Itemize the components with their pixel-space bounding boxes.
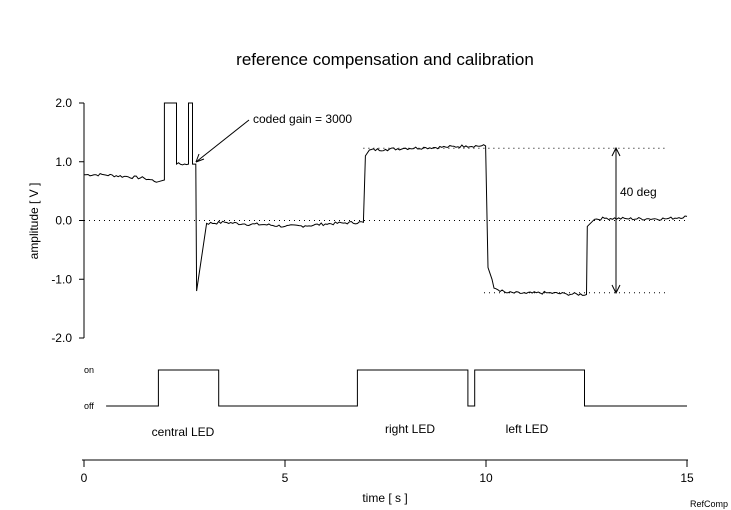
- led-on-label: on: [84, 365, 94, 375]
- led-trace: [106, 369, 687, 407]
- x-ticks: 0 5 10 15: [81, 460, 694, 485]
- x-tick-label: 10: [479, 471, 493, 485]
- chart-title: reference compensation and calibration: [236, 50, 534, 69]
- coded-gain-arrow: [195, 119, 250, 163]
- corner-label: RefComp: [690, 499, 728, 509]
- y-tick-label: 0.0: [55, 214, 72, 228]
- reference-lines: [84, 147, 687, 294]
- deg-arrowhead-bottom: [611, 284, 621, 295]
- coded-gain-annotation: coded gain = 3000: [253, 112, 352, 126]
- deg-arrowhead-top: [611, 146, 621, 157]
- y-tick-label: -2.0: [51, 331, 72, 345]
- amplitude-trace: [84, 102, 688, 296]
- coded-gain-arrowhead: [195, 153, 205, 163]
- led-off-label: off: [84, 401, 94, 411]
- right-led-label: right LED: [385, 422, 435, 436]
- y-tick-label: 1.0: [55, 155, 72, 169]
- left-led-label: left LED: [506, 422, 549, 436]
- traces: [84, 102, 688, 407]
- deg-annotation: 40 deg: [620, 185, 657, 199]
- x-tick-label: 5: [282, 471, 289, 485]
- x-tick-label: 0: [81, 471, 88, 485]
- y-ticks: 2.0 1.0 0.0 -1.0 -2.0: [51, 96, 84, 345]
- y-axis-label: amplitude [ V ]: [27, 183, 41, 260]
- y-tick-label: -1.0: [51, 272, 72, 286]
- central-led-label: central LED: [152, 425, 215, 439]
- y-tick-label: 2.0: [55, 96, 72, 110]
- x-tick-label: 15: [680, 471, 694, 485]
- x-axis-label: time [ s ]: [362, 491, 407, 505]
